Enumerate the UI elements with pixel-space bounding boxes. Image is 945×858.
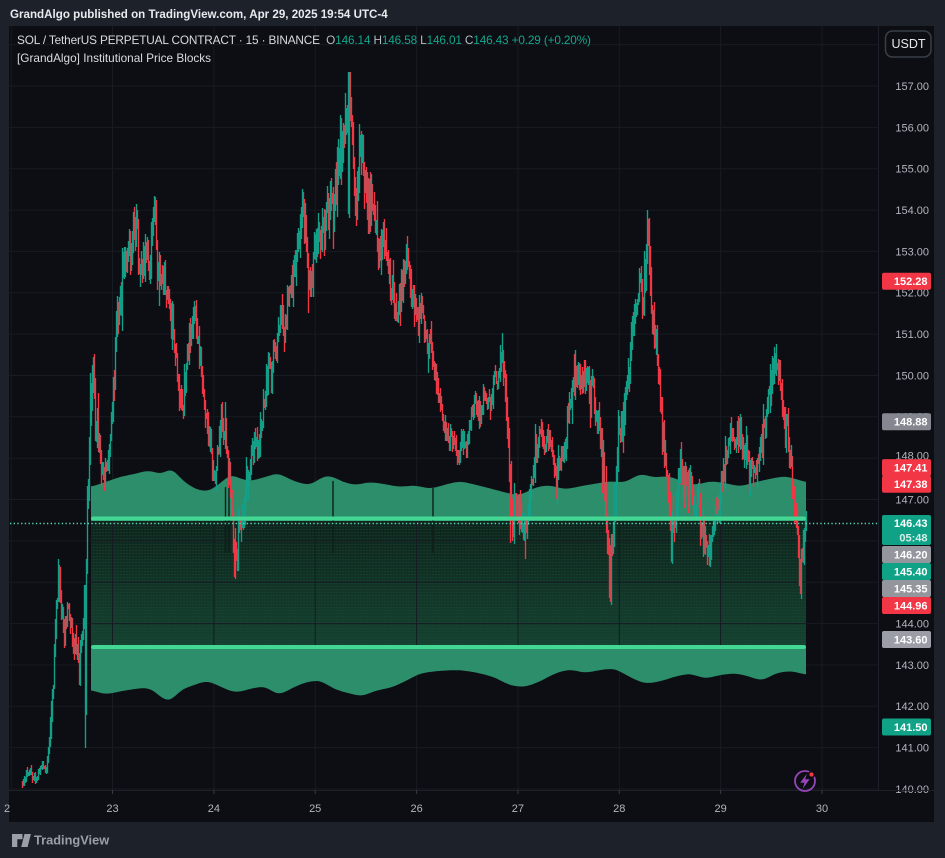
svg-text:29: 29 [714, 803, 726, 815]
svg-text:26: 26 [410, 803, 422, 815]
svg-text:148.88: 148.88 [894, 417, 928, 429]
svg-text:146.20: 146.20 [894, 549, 928, 561]
svg-text:150.00: 150.00 [895, 370, 929, 382]
svg-text:146.43: 146.43 [894, 518, 928, 530]
svg-text:145.40: 145.40 [894, 566, 928, 578]
svg-text:140.00: 140.00 [895, 784, 929, 796]
svg-text:28: 28 [613, 803, 625, 815]
svg-text:147.38: 147.38 [894, 479, 928, 491]
svg-text:[GrandAlgo] Institutional Pric: [GrandAlgo] Institutional Price Blocks [17, 51, 211, 65]
svg-text:2: 2 [4, 803, 10, 815]
svg-text:30: 30 [816, 803, 828, 815]
svg-text:152.00: 152.00 [895, 288, 929, 300]
svg-text:147.00: 147.00 [895, 494, 929, 506]
svg-text:141.00: 141.00 [895, 743, 929, 755]
svg-text:25: 25 [309, 803, 321, 815]
svg-text:156.00: 156.00 [895, 122, 929, 134]
svg-text:24: 24 [208, 803, 220, 815]
svg-text:145.35: 145.35 [894, 583, 928, 595]
svg-text:143.60: 143.60 [894, 634, 928, 646]
svg-text:GrandAlgo published on Trading: GrandAlgo published on TradingView.com, … [10, 8, 388, 21]
svg-text:141.50: 141.50 [894, 722, 928, 734]
svg-text:154.00: 154.00 [895, 205, 929, 217]
svg-text:27: 27 [512, 803, 524, 815]
svg-text:USDT: USDT [891, 37, 925, 51]
svg-text:144.96: 144.96 [894, 600, 928, 612]
svg-text:147.41: 147.41 [894, 463, 928, 475]
svg-text:05:48: 05:48 [899, 533, 927, 545]
svg-text:144.00: 144.00 [895, 619, 929, 631]
svg-text:153.00: 153.00 [895, 246, 929, 258]
svg-text:155.00: 155.00 [895, 164, 929, 176]
svg-text:157.00: 157.00 [895, 81, 929, 93]
svg-text:152.28: 152.28 [894, 276, 928, 288]
svg-text:SOL / TetherUS PERPETUAL CONTR: SOL / TetherUS PERPETUAL CONTRACT · 15 ·… [17, 33, 591, 47]
svg-text:TradingView: TradingView [34, 833, 109, 848]
svg-text:143.00: 143.00 [895, 660, 929, 672]
svg-text:142.00: 142.00 [895, 701, 929, 713]
svg-text:23: 23 [106, 803, 118, 815]
svg-text:151.00: 151.00 [895, 329, 929, 341]
